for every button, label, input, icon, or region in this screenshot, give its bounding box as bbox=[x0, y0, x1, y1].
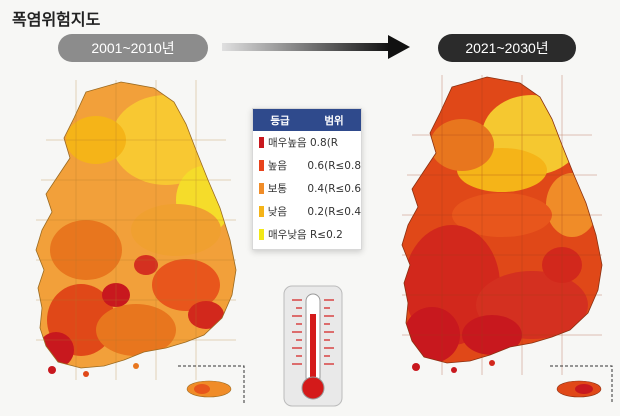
legend-label: 높음 bbox=[267, 160, 288, 172]
legend-swatch bbox=[259, 206, 264, 217]
jeju-inset-future bbox=[550, 365, 613, 404]
legend-row: 매우낮음 R≤0.2 bbox=[253, 223, 361, 246]
legend-header-grade: 등급 bbox=[270, 114, 290, 127]
legend-row: 높음 0.6(R≤0.8 bbox=[253, 154, 361, 177]
legend-row: 낮음 0.2(R≤0.4 bbox=[253, 200, 361, 223]
legend-range: 0.4(R≤0.6 bbox=[307, 182, 361, 195]
risk-legend: 등급 범위 매우높음 0.8(R 높음 0.6(R≤0.8 보통 0.4(R≤0… bbox=[252, 108, 362, 250]
legend-range: 0.2(R≤0.4 bbox=[307, 205, 361, 218]
legend-range: R≤0.2 bbox=[310, 228, 343, 241]
legend-swatch bbox=[259, 137, 264, 148]
legend-row: 보통 0.4(R≤0.6 bbox=[253, 177, 361, 200]
legend-header-range: 범위 bbox=[324, 114, 344, 127]
legend-label: 매우낮음 bbox=[268, 229, 307, 241]
legend-range: 0.8(R bbox=[310, 136, 339, 149]
legend-swatch bbox=[259, 229, 264, 240]
legend-swatch bbox=[259, 160, 264, 171]
jeju-inset-past bbox=[178, 365, 245, 404]
legend-label: 보통 bbox=[267, 183, 288, 195]
period-label-past: 2001~2010년 bbox=[58, 34, 208, 62]
heat-risk-map-future bbox=[401, 75, 603, 375]
legend-header: 등급 범위 bbox=[253, 109, 361, 131]
map-title: 폭염위험지도 bbox=[12, 10, 101, 29]
thermometer-icon bbox=[283, 285, 343, 407]
legend-label: 낮음 bbox=[267, 206, 288, 218]
period-label-future: 2021~2030년 bbox=[438, 34, 576, 62]
legend-range: 0.6(R≤0.8 bbox=[307, 159, 361, 172]
legend-swatch bbox=[259, 183, 264, 194]
legend-row: 매우높음 0.8(R bbox=[253, 131, 361, 154]
heat-risk-map-past bbox=[35, 80, 237, 380]
right-arrow-icon bbox=[222, 35, 410, 59]
legend-label: 매우높음 bbox=[268, 137, 307, 149]
